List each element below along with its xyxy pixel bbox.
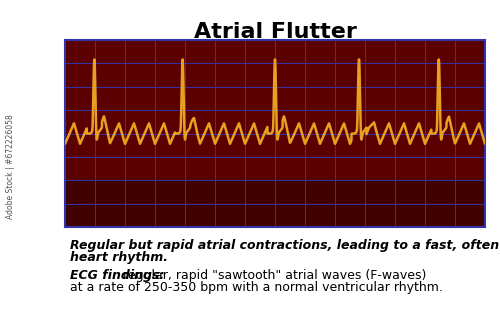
- Text: Adobe Stock | #672226058: Adobe Stock | #672226058: [6, 115, 16, 219]
- Text: heart rhythm.: heart rhythm.: [70, 251, 168, 264]
- Text: regular, rapid "sawtooth" atrial waves (F-waves): regular, rapid "sawtooth" atrial waves (…: [118, 269, 426, 282]
- Text: at a rate of 250-350 bpm with a normal ventricular rhythm.: at a rate of 250-350 bpm with a normal v…: [70, 281, 443, 294]
- Text: Atrial Flutter: Atrial Flutter: [194, 22, 356, 42]
- Text: ECG findings:: ECG findings:: [70, 269, 164, 282]
- FancyBboxPatch shape: [65, 180, 485, 227]
- Text: Regular but rapid atrial contractions, leading to a fast, often organized: Regular but rapid atrial contractions, l…: [70, 239, 500, 252]
